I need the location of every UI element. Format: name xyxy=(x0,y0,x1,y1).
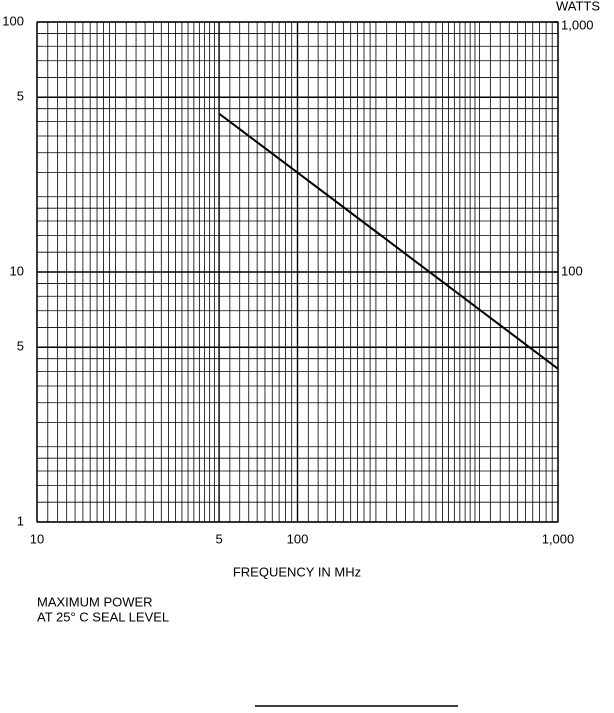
y-tick-label: 1 xyxy=(17,513,24,528)
y-tick-label: 5 xyxy=(17,89,24,104)
y2-axis-label: WATTS xyxy=(556,0,600,13)
annotation: MAXIMUM POWER xyxy=(37,594,153,609)
y-tick-label: 10 xyxy=(10,263,24,278)
x-tick-label: 1,000 xyxy=(542,531,575,546)
annotation: AT 25° C SEAL LEVEL xyxy=(37,609,169,624)
x-tick-label: 5 xyxy=(215,531,222,546)
y2-tick-label: 100 xyxy=(561,263,583,278)
y-tick-label: 100 xyxy=(2,13,24,28)
x-tick-label: 100 xyxy=(287,531,309,546)
x-tick-label: 10 xyxy=(30,531,44,546)
x-axis-label: FREQUENCY IN MHz xyxy=(233,564,361,579)
y-tick-label: 5 xyxy=(17,339,24,354)
data-line xyxy=(218,112,559,370)
y2-tick-label: 1,000 xyxy=(561,17,594,32)
